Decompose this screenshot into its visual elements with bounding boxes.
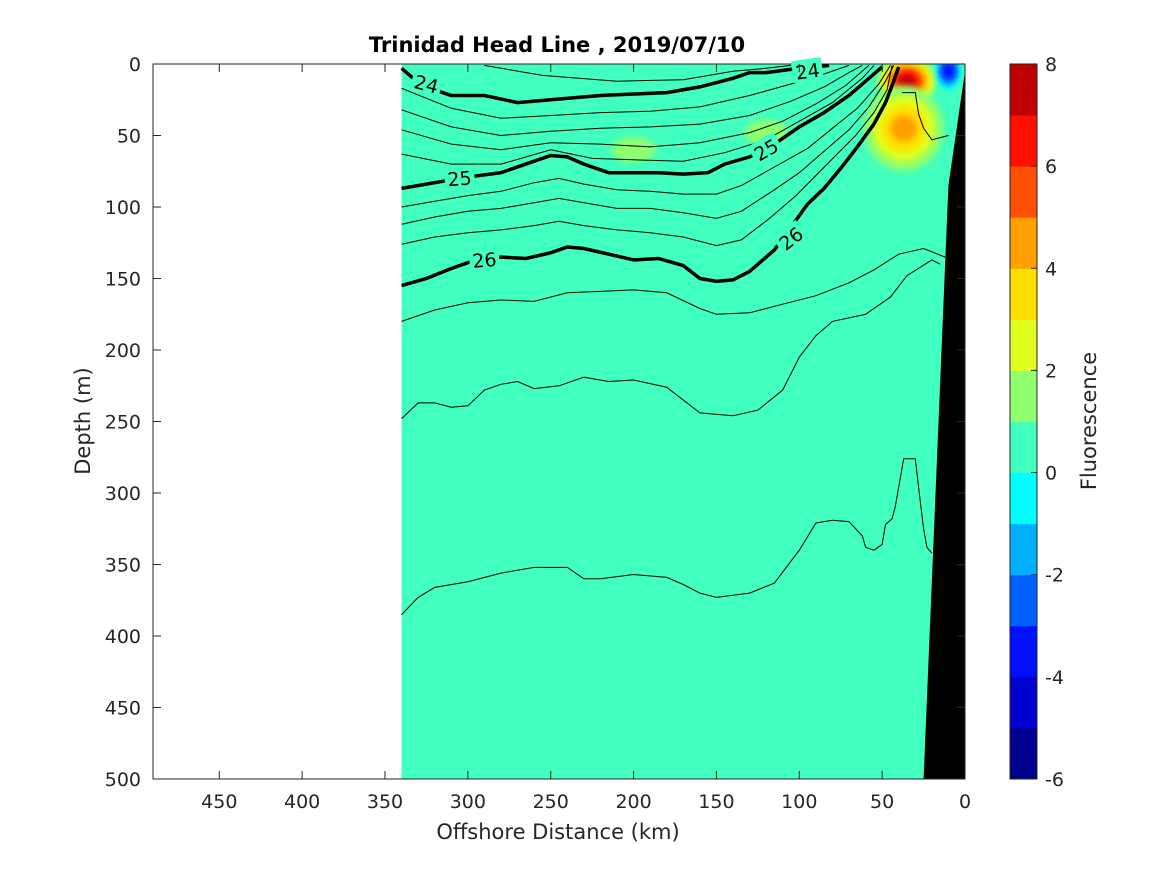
colorbar-segment bbox=[1010, 625, 1037, 678]
density-contour-thin-8 bbox=[401, 247, 946, 322]
colorbar-segment bbox=[1010, 370, 1037, 422]
density-contour-thin-11 bbox=[902, 92, 949, 141]
x-tick-label: 100 bbox=[781, 791, 817, 813]
colorbar-segment bbox=[1010, 217, 1037, 269]
x-axis-title: Offshore Distance (km) bbox=[436, 820, 679, 844]
density-contour-thin-4 bbox=[401, 65, 875, 165]
y-tick-label: 50 bbox=[117, 126, 141, 148]
contour-label-text: 26 bbox=[472, 249, 498, 273]
density-contour-24 bbox=[400, 64, 830, 105]
chart-title: Trinidad Head Line , 2019/07/10 bbox=[369, 33, 745, 57]
density-contour-thin-3 bbox=[401, 65, 870, 151]
x-tick-label: 450 bbox=[201, 791, 237, 813]
colorbar-segment bbox=[1010, 268, 1037, 320]
density-contour-thin-2 bbox=[401, 64, 863, 137]
bathymetry-seafloor bbox=[923, 71, 965, 779]
y-tick-label: 100 bbox=[105, 197, 141, 219]
colorbar-frame bbox=[1009, 63, 1038, 780]
contour-label-text: 24 bbox=[794, 60, 821, 85]
y-tick-label: 200 bbox=[105, 340, 141, 362]
colorbar-segment bbox=[1010, 421, 1037, 474]
x-tick-label: 200 bbox=[615, 791, 651, 813]
x-tick-label: 250 bbox=[533, 791, 569, 813]
y-tick-label: 350 bbox=[105, 555, 141, 577]
plot-content bbox=[400, 64, 965, 779]
fluorescence-patch-4-level-3 bbox=[942, 64, 955, 79]
colorbar-tick-label: 0 bbox=[1045, 463, 1057, 485]
x-tick-label: 0 bbox=[959, 791, 971, 813]
colorbar-tick-label: 6 bbox=[1045, 156, 1057, 178]
fluorescence-patch-1-level-3 bbox=[890, 115, 917, 142]
colorbar-segment bbox=[1010, 64, 1037, 116]
x-tick-label: 300 bbox=[450, 791, 486, 813]
density-contour-thin-10 bbox=[401, 458, 933, 615]
colorbar-segment bbox=[1010, 115, 1037, 167]
y-tick-label: 400 bbox=[105, 626, 141, 648]
data-region-fill bbox=[401, 64, 965, 779]
contour-label-text: 25 bbox=[447, 167, 473, 191]
colorbar-ticks: 8 6 4 2 0 -2 -4 -6 bbox=[1031, 54, 1064, 791]
contour-label-26-0: 26 bbox=[468, 246, 501, 273]
y-tick-label: 150 bbox=[105, 269, 141, 291]
x-tick-label: 350 bbox=[367, 791, 403, 813]
colorbar-segment bbox=[1010, 166, 1037, 218]
colorbar-tick-label: 2 bbox=[1045, 360, 1057, 382]
colorbar-tick-label: 8 bbox=[1045, 54, 1057, 76]
colorbar-title: Fluorescence bbox=[1077, 352, 1101, 490]
x-tick-label: 150 bbox=[698, 791, 734, 813]
contour-label-24-1: 24 bbox=[791, 57, 824, 85]
colorbar-tick-label: -4 bbox=[1045, 667, 1064, 689]
colorbar-tick-label: -2 bbox=[1045, 565, 1064, 587]
x-tick-label: 50 bbox=[870, 791, 894, 813]
colorbar-segment bbox=[1010, 523, 1037, 576]
density-contours bbox=[400, 64, 949, 615]
density-contour-thin-0 bbox=[484, 64, 792, 82]
x-axis-ticks: 450 400 350 300 250 200 150 100 50 0 bbox=[201, 64, 971, 813]
y-tick-label: 0 bbox=[129, 54, 141, 76]
density-contour-26 bbox=[401, 66, 901, 288]
x-tick-label: 400 bbox=[284, 791, 320, 813]
density-contour-thin-6 bbox=[401, 65, 895, 225]
colorbar bbox=[1009, 63, 1038, 780]
y-tick-label: 500 bbox=[105, 769, 141, 791]
colorbar-segment bbox=[1010, 319, 1037, 371]
colorbar-segment bbox=[1010, 472, 1037, 525]
colorbar-segment bbox=[1010, 574, 1037, 627]
colorbar-segment bbox=[1010, 676, 1037, 729]
y-axis-title: Depth (m) bbox=[71, 367, 95, 474]
y-axis-ticks: 0 50 100 150 200 250 300 350 400 450 500 bbox=[105, 54, 965, 791]
density-contour-thin-7 bbox=[401, 65, 893, 247]
colorbar-segment bbox=[1010, 727, 1037, 780]
colorbar-tick-label: 4 bbox=[1045, 258, 1057, 280]
contour-label-24-0: 24 bbox=[409, 68, 445, 99]
density-contour-25 bbox=[401, 65, 884, 191]
y-tick-label: 450 bbox=[105, 698, 141, 720]
density-contour-thin-5 bbox=[401, 65, 891, 208]
density-contour-thin-9 bbox=[401, 259, 941, 419]
y-tick-label: 300 bbox=[105, 483, 141, 505]
y-tick-label: 250 bbox=[105, 412, 141, 434]
fluorescence-patch-0-level-6 bbox=[899, 75, 915, 88]
colorbar-tick-label: -6 bbox=[1045, 769, 1064, 791]
contour-label-25-0: 25 bbox=[443, 165, 476, 191]
fluorescence-patch-3-level-0 bbox=[611, 136, 656, 163]
